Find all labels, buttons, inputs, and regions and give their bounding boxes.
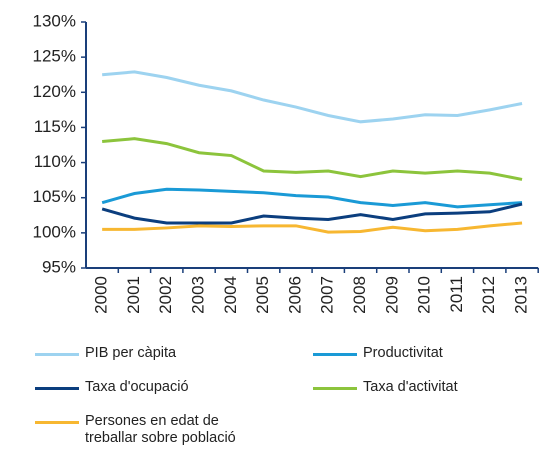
x-tick-label: 2011 <box>447 276 466 313</box>
y-tick-label: 120% <box>33 82 76 101</box>
x-tick-label: 2003 <box>189 276 208 314</box>
y-tick-label: 95% <box>42 257 76 276</box>
x-tick-label: 2000 <box>92 276 111 314</box>
x-tick-label: 2002 <box>156 276 175 314</box>
series-line <box>102 70 523 124</box>
chart: 95% 100% 105% 110% 115% 120% 125% 130% 2000 2001 2… <box>33 11 539 314</box>
x-tick-label: 2007 <box>318 276 337 314</box>
legend-item: Persones en edat de treballar sobre pobl… <box>35 413 255 447</box>
x-tick-label: 2004 <box>221 276 240 314</box>
legend-label: PIB per càpita <box>85 345 177 361</box>
y-tick-label: 130% <box>33 11 76 30</box>
x-tick-label: 2009 <box>382 276 401 314</box>
x-tick-label: 2013 <box>512 276 531 314</box>
legend-swatch <box>35 353 79 356</box>
legend-swatch <box>313 353 357 356</box>
legend-label: Taxa d'activitat <box>363 379 458 395</box>
series-line <box>102 137 523 181</box>
series-line <box>101 187 523 209</box>
y-tick-label: 110% <box>34 152 76 171</box>
series-line <box>101 202 523 225</box>
legend-swatch <box>35 387 79 390</box>
legend-swatch <box>313 387 357 390</box>
x-tick-label: 2008 <box>350 276 369 314</box>
legend-item: Productivitat <box>313 345 533 362</box>
x-tick-label: 2005 <box>253 276 272 314</box>
legend-label: Persones en edat de treballar sobre pobl… <box>85 413 236 446</box>
legend-item: Taxa d'ocupació <box>35 379 255 396</box>
series-line <box>102 221 523 234</box>
y-tick-label: 105% <box>33 187 76 206</box>
legend-item: PIB per càpita <box>35 345 255 362</box>
y-tick-label: 115% <box>34 117 76 136</box>
legend-swatch <box>35 421 79 424</box>
legend-label: Productivitat <box>363 345 443 361</box>
x-tick-label: 2001 <box>124 276 143 314</box>
y-tick-label: 100% <box>33 222 76 241</box>
legend-item: Taxa d'activitat <box>313 379 533 396</box>
legend-label: Taxa d'ocupació <box>85 379 189 395</box>
x-tick-label: 2012 <box>479 276 498 314</box>
x-tick-label: 2006 <box>285 276 304 314</box>
y-tick-label: 125% <box>33 47 76 66</box>
x-tick-label: 2010 <box>415 276 434 314</box>
